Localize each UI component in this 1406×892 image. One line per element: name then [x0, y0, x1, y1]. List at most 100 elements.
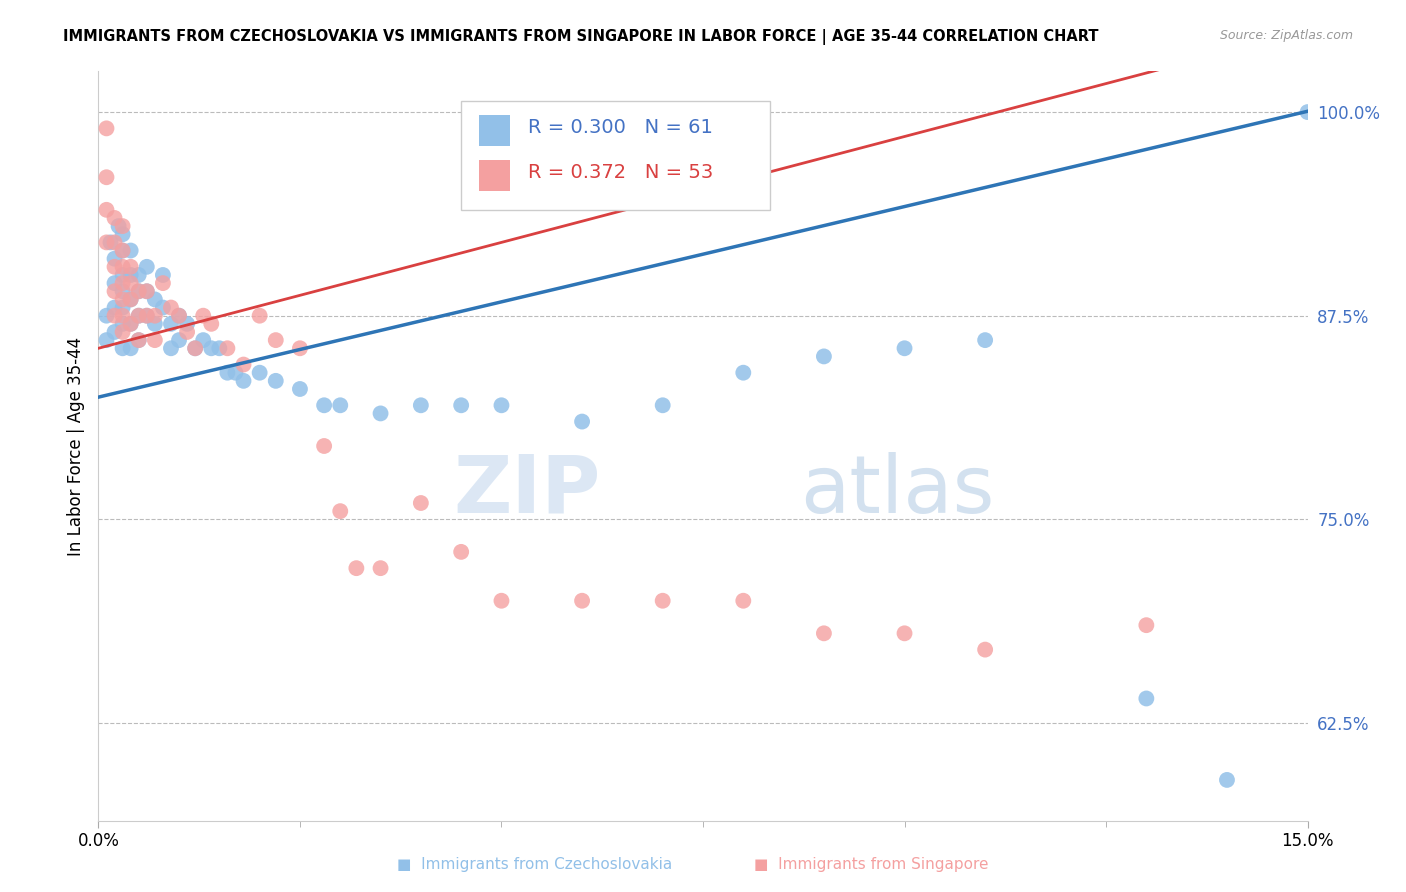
Point: [103, 252, 125, 266]
Y-axis label: In Labor Force | Age 35-44: In Labor Force | Age 35-44: [66, 336, 84, 556]
Point: [450, 398, 472, 412]
Point: [167, 333, 190, 347]
Point: [224, 366, 246, 380]
Point: [571, 415, 593, 429]
Point: [571, 593, 593, 607]
Point: [974, 642, 997, 657]
Point: [120, 293, 142, 307]
Point: [111, 276, 134, 290]
Text: ■  Immigrants from Czechoslovakia: ■ Immigrants from Czechoslovakia: [396, 857, 672, 872]
Point: [120, 341, 142, 355]
Point: [370, 406, 392, 420]
FancyBboxPatch shape: [461, 102, 769, 210]
Point: [96, 235, 118, 250]
Point: [103, 276, 125, 290]
Point: [120, 244, 142, 258]
FancyBboxPatch shape: [479, 160, 509, 191]
Point: [152, 301, 174, 315]
Point: [232, 358, 254, 372]
Point: [232, 374, 254, 388]
Text: R = 0.372   N = 53: R = 0.372 N = 53: [527, 163, 713, 182]
Point: [249, 309, 271, 323]
Point: [200, 341, 222, 355]
Point: [160, 301, 183, 315]
Point: [111, 317, 134, 331]
Point: [103, 235, 125, 250]
Point: [107, 219, 129, 233]
FancyBboxPatch shape: [479, 115, 509, 146]
Point: [184, 341, 207, 355]
Point: [370, 561, 392, 575]
Point: [135, 309, 157, 323]
Point: [1296, 105, 1319, 120]
Point: [184, 341, 207, 355]
Point: [128, 285, 150, 299]
Point: [128, 309, 150, 323]
Point: [111, 219, 134, 233]
Point: [152, 276, 174, 290]
Point: [120, 260, 142, 274]
Text: Source: ZipAtlas.com: Source: ZipAtlas.com: [1219, 29, 1353, 42]
Text: atlas: atlas: [800, 452, 994, 530]
Point: [176, 317, 198, 331]
Point: [111, 301, 134, 315]
Point: [893, 341, 915, 355]
Point: [111, 260, 134, 274]
Point: [100, 235, 122, 250]
Point: [167, 309, 190, 323]
Point: [135, 260, 157, 274]
Text: ZIP: ZIP: [453, 452, 600, 530]
Point: [217, 341, 239, 355]
Point: [103, 325, 125, 339]
Point: [120, 276, 142, 290]
Point: [160, 341, 183, 355]
Point: [160, 317, 183, 331]
Point: [1216, 772, 1239, 787]
Point: [1135, 618, 1157, 632]
Text: R = 0.300   N = 61: R = 0.300 N = 61: [527, 118, 713, 137]
Point: [143, 317, 166, 331]
Point: [120, 317, 142, 331]
Point: [208, 341, 231, 355]
Point: [96, 309, 118, 323]
Point: [813, 350, 835, 364]
Point: [120, 317, 142, 331]
Point: [135, 285, 157, 299]
Point: [103, 285, 125, 299]
Point: [111, 325, 134, 339]
Point: [329, 504, 352, 518]
Point: [96, 333, 118, 347]
Point: [111, 268, 134, 282]
Point: [128, 285, 150, 299]
Point: [152, 268, 174, 282]
Point: [111, 309, 134, 323]
Point: [143, 293, 166, 307]
Point: [264, 333, 287, 347]
Point: [329, 398, 352, 412]
Point: [128, 268, 150, 282]
Point: [111, 227, 134, 242]
Point: [167, 309, 190, 323]
Point: [217, 366, 239, 380]
Point: [1135, 691, 1157, 706]
Point: [143, 333, 166, 347]
Point: [450, 545, 472, 559]
Point: [974, 333, 997, 347]
Point: [893, 626, 915, 640]
Point: [344, 561, 367, 575]
Point: [111, 244, 134, 258]
Point: [193, 333, 215, 347]
Point: [314, 439, 336, 453]
Point: [120, 293, 142, 307]
Point: [193, 309, 215, 323]
Point: [813, 626, 835, 640]
Point: [96, 121, 118, 136]
Point: [103, 211, 125, 225]
Point: [111, 341, 134, 355]
Point: [135, 309, 157, 323]
Point: [249, 366, 271, 380]
Point: [96, 202, 118, 217]
Point: [111, 293, 134, 307]
Point: [103, 260, 125, 274]
Text: ■  Immigrants from Singapore: ■ Immigrants from Singapore: [755, 857, 988, 872]
